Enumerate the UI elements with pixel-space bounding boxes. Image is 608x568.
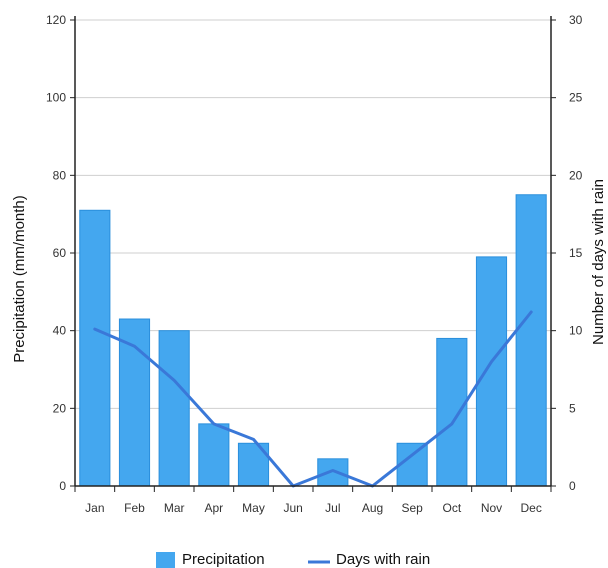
bar-oct	[436, 337, 468, 487]
x-tick-label: Jun	[283, 501, 302, 515]
bar-jan	[79, 209, 111, 487]
x-tick-label: Apr	[204, 501, 223, 515]
right-tick-label: 30	[569, 13, 583, 27]
x-tick-label: Jan	[85, 501, 104, 515]
right-tick-label: 10	[569, 324, 583, 338]
right-tick-label: 20	[569, 168, 583, 182]
right-axis-title: Number of days with rain	[590, 179, 607, 345]
left-tick-label: 0	[59, 479, 66, 493]
x-tick-label: Jul	[325, 501, 340, 515]
x-tick-label: Mar	[164, 501, 185, 515]
grid-lines	[75, 19, 551, 409]
left-tick-label: 120	[46, 13, 66, 27]
left-tick-label: 60	[53, 246, 67, 260]
right-axis-ticks: 0 5 10 15 20 25 30	[551, 13, 583, 493]
legend-precipitation-swatch	[156, 552, 175, 568]
days-with-rain-polyline	[93, 310, 533, 488]
x-tick-label: May	[242, 501, 265, 515]
left-axis-title: Precipitation (mm/month)	[11, 195, 28, 363]
legend-precipitation-label: Precipitation	[182, 551, 265, 568]
bar-sep	[396, 442, 428, 487]
legend: Precipitation Days with rain	[156, 551, 430, 568]
bar-mar	[158, 330, 190, 487]
bar-nov	[475, 256, 508, 487]
right-tick-label: 5	[569, 401, 576, 415]
x-tick-label: Sep	[401, 501, 423, 515]
right-tick-label: 15	[569, 246, 583, 260]
x-tick-label: Oct	[442, 501, 461, 515]
right-tick-label: 0	[569, 479, 576, 493]
bar-apr	[198, 423, 230, 487]
left-tick-label: 80	[53, 168, 67, 182]
right-tick-label: 25	[569, 91, 583, 105]
x-axis-ticks: Jan Feb Mar Apr May Jun Jul Aug Sep Oct Nov Dec	[74, 486, 552, 515]
bar-feb	[118, 318, 151, 487]
left-tick-label: 40	[53, 324, 67, 338]
x-tick-label: Nov	[481, 501, 502, 515]
x-tick-label: Feb	[124, 501, 145, 515]
x-tick-label: Dec	[520, 501, 541, 515]
precipitation-bars	[79, 194, 547, 487]
left-axis-ticks: 0 20 40 60 80 100 120	[46, 13, 75, 493]
bar-jul	[317, 458, 349, 487]
bar-dec	[515, 194, 547, 487]
x-tick-label: Aug	[362, 501, 383, 515]
legend-days-with-rain-label: Days with rain	[336, 551, 430, 568]
left-tick-label: 100	[46, 91, 66, 105]
left-tick-label: 20	[53, 401, 67, 415]
